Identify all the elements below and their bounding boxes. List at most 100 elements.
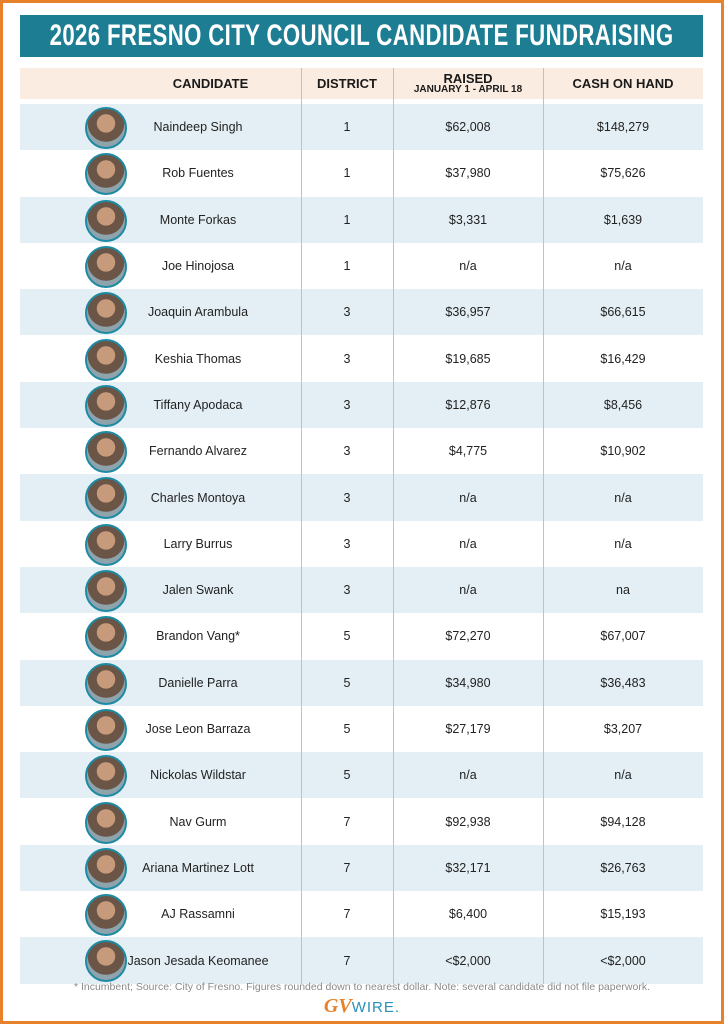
table-row: Charles Montoya 3 n/a n/a	[20, 474, 703, 521]
table-cell: $8,456	[603, 397, 643, 412]
table-cell: 5	[343, 675, 351, 690]
table-cell: Nickolas Wildstar	[150, 768, 246, 783]
table-cell: n/a	[459, 536, 477, 551]
candidate-photo	[85, 338, 127, 381]
table-row: AJ Rassamni 7 $6,400 $15,193	[20, 891, 703, 937]
table-cell: n/a	[459, 583, 477, 598]
footnote: * Incumbent; Source: City of Fresno. Fig…	[73, 981, 651, 993]
table-cell: 1	[343, 259, 351, 274]
table-cell: 5	[343, 768, 351, 783]
table-cell: 3	[343, 397, 351, 412]
table-row: Joe Hinojosa 1 n/a n/a	[20, 243, 703, 289]
table-cell: n/a	[459, 259, 477, 274]
table-cell: Fernando Alvarez	[149, 444, 247, 459]
title-bar: 2026 FRESNO CITY COUNCIL CANDIDATE FUNDR…	[20, 15, 703, 57]
table-row: Larry Burrus 3 n/a n/a	[20, 521, 703, 567]
candidate-photo	[85, 292, 127, 335]
table-cell: 3	[343, 536, 351, 551]
table-cell: 3	[343, 444, 351, 459]
table-cell: $3,331	[448, 212, 488, 227]
table-row: Brandon Vang* 5 $72,270 $67,007	[20, 613, 703, 659]
candidate-photo	[85, 894, 127, 937]
table-cell: $94,128	[600, 814, 646, 829]
table-cell: 1	[343, 212, 351, 227]
table-row: Nav Gurm 7 $92,938 $94,128	[20, 799, 703, 845]
table-cell: <$2,000	[600, 953, 646, 968]
table-cell: 3	[343, 490, 351, 505]
table-cell: $4,775	[448, 444, 488, 459]
table-row: Monte Forkas 1 $3,331 $1,639	[20, 196, 703, 243]
table-cell: <$2,000	[445, 953, 491, 968]
table-cell: Jason Jesada Keomanee	[127, 953, 269, 968]
candidate-photo	[85, 199, 127, 242]
table-cell: 7	[343, 907, 351, 922]
table-cell: $26,763	[600, 860, 646, 875]
table-row: Ariana Martinez Lott 7 $32,171 $26,763	[20, 844, 703, 892]
header-cell: CASH ON HAND	[543, 68, 703, 99]
table-cell: Tiffany Apodaca	[153, 397, 243, 412]
title: 2026 FRESNO CITY COUNCIL CANDIDATE FUNDR…	[49, 19, 674, 52]
candidate-photo	[85, 477, 127, 520]
header-label: DISTRICT	[317, 76, 377, 91]
table-cell: Charles Montoya	[150, 490, 246, 505]
table-cell: Rob Fuentes	[162, 166, 234, 181]
candidate-photo	[85, 847, 127, 890]
table-row: Jose Leon Barraza 5 $27,179 $3,207	[20, 706, 703, 752]
candidate-photo	[85, 755, 127, 798]
table-cell: 7	[343, 953, 351, 968]
header-label: CANDIDATE	[172, 76, 249, 91]
table-cell: $62,008	[445, 120, 491, 135]
table-cell: 1	[343, 166, 351, 181]
header-cell: DISTRICT	[301, 68, 393, 99]
table-cell: Danielle Parra	[158, 675, 238, 690]
table-row: Tiffany Apodaca 3 $12,876 $8,456	[20, 381, 703, 429]
table-cell: AJ Rassamni	[161, 907, 235, 922]
header-label: RAISED	[443, 71, 493, 86]
table-cell: $19,685	[445, 351, 491, 366]
table-cell: $10,902	[600, 444, 646, 459]
table-cell: n/a	[459, 768, 477, 783]
table-cell: n/a	[614, 490, 632, 505]
table-cell: 3	[343, 305, 351, 320]
candidate-photo	[85, 431, 127, 474]
table-cell: n/a	[614, 768, 632, 783]
table-cell: Joe Hinojosa	[161, 259, 235, 274]
candidate-photo	[85, 662, 127, 705]
table-cell: 3	[343, 583, 351, 598]
table-cell: Nav Gurm	[169, 814, 227, 829]
header-sublabel: JANUARY 1 - APRIL 18	[413, 84, 523, 95]
table-cell: n/a	[614, 259, 632, 274]
table-cell: 1	[343, 120, 351, 135]
candidate-photo	[85, 616, 127, 659]
logo-name: WIRE.	[351, 999, 401, 1016]
table-cell: $36,957	[445, 305, 491, 320]
table-row: Joaquin Arambula 3 $36,957 $66,615	[20, 289, 703, 336]
table-cell: $6,400	[448, 907, 488, 922]
table-cell: $148,279	[596, 120, 650, 135]
table-cell: $27,179	[445, 722, 491, 737]
header-label: CASH ON HAND	[572, 76, 674, 91]
table-cell: Jose Leon Barraza	[145, 722, 251, 737]
table-cell: Keshia Thomas	[154, 351, 242, 366]
table-cell: $16,429	[600, 351, 646, 366]
table-cell: $36,483	[600, 675, 646, 690]
table-cell: Joaquin Arambula	[147, 305, 249, 320]
table-cell: $37,980	[445, 166, 491, 181]
table-cell: Jalen Swank	[162, 583, 234, 598]
table-cell: $1,639	[603, 212, 643, 227]
column-divider	[393, 68, 394, 984]
table-cell: n/a	[614, 536, 632, 551]
table-cell: n/a	[459, 490, 477, 505]
table-cell: $34,980	[445, 675, 491, 690]
table-cell: Ariana Martinez Lott	[142, 860, 254, 875]
candidate-photo	[85, 107, 127, 149]
logo: GVWIRE.	[3, 995, 721, 1018]
table-cell: 5	[343, 722, 351, 737]
candidate-photo	[85, 245, 127, 288]
table-row: Danielle Parra 5 $34,980 $36,483	[20, 659, 703, 706]
header-cell: CANDIDATE	[120, 68, 301, 99]
table-cell: Brandon Vang*	[156, 629, 240, 644]
table-row: Keshia Thomas 3 $19,685 $16,429	[20, 336, 703, 382]
header-row: CANDIDATE DISTRICT RAISED JANUARY 1 - APRIL…	[20, 68, 703, 99]
